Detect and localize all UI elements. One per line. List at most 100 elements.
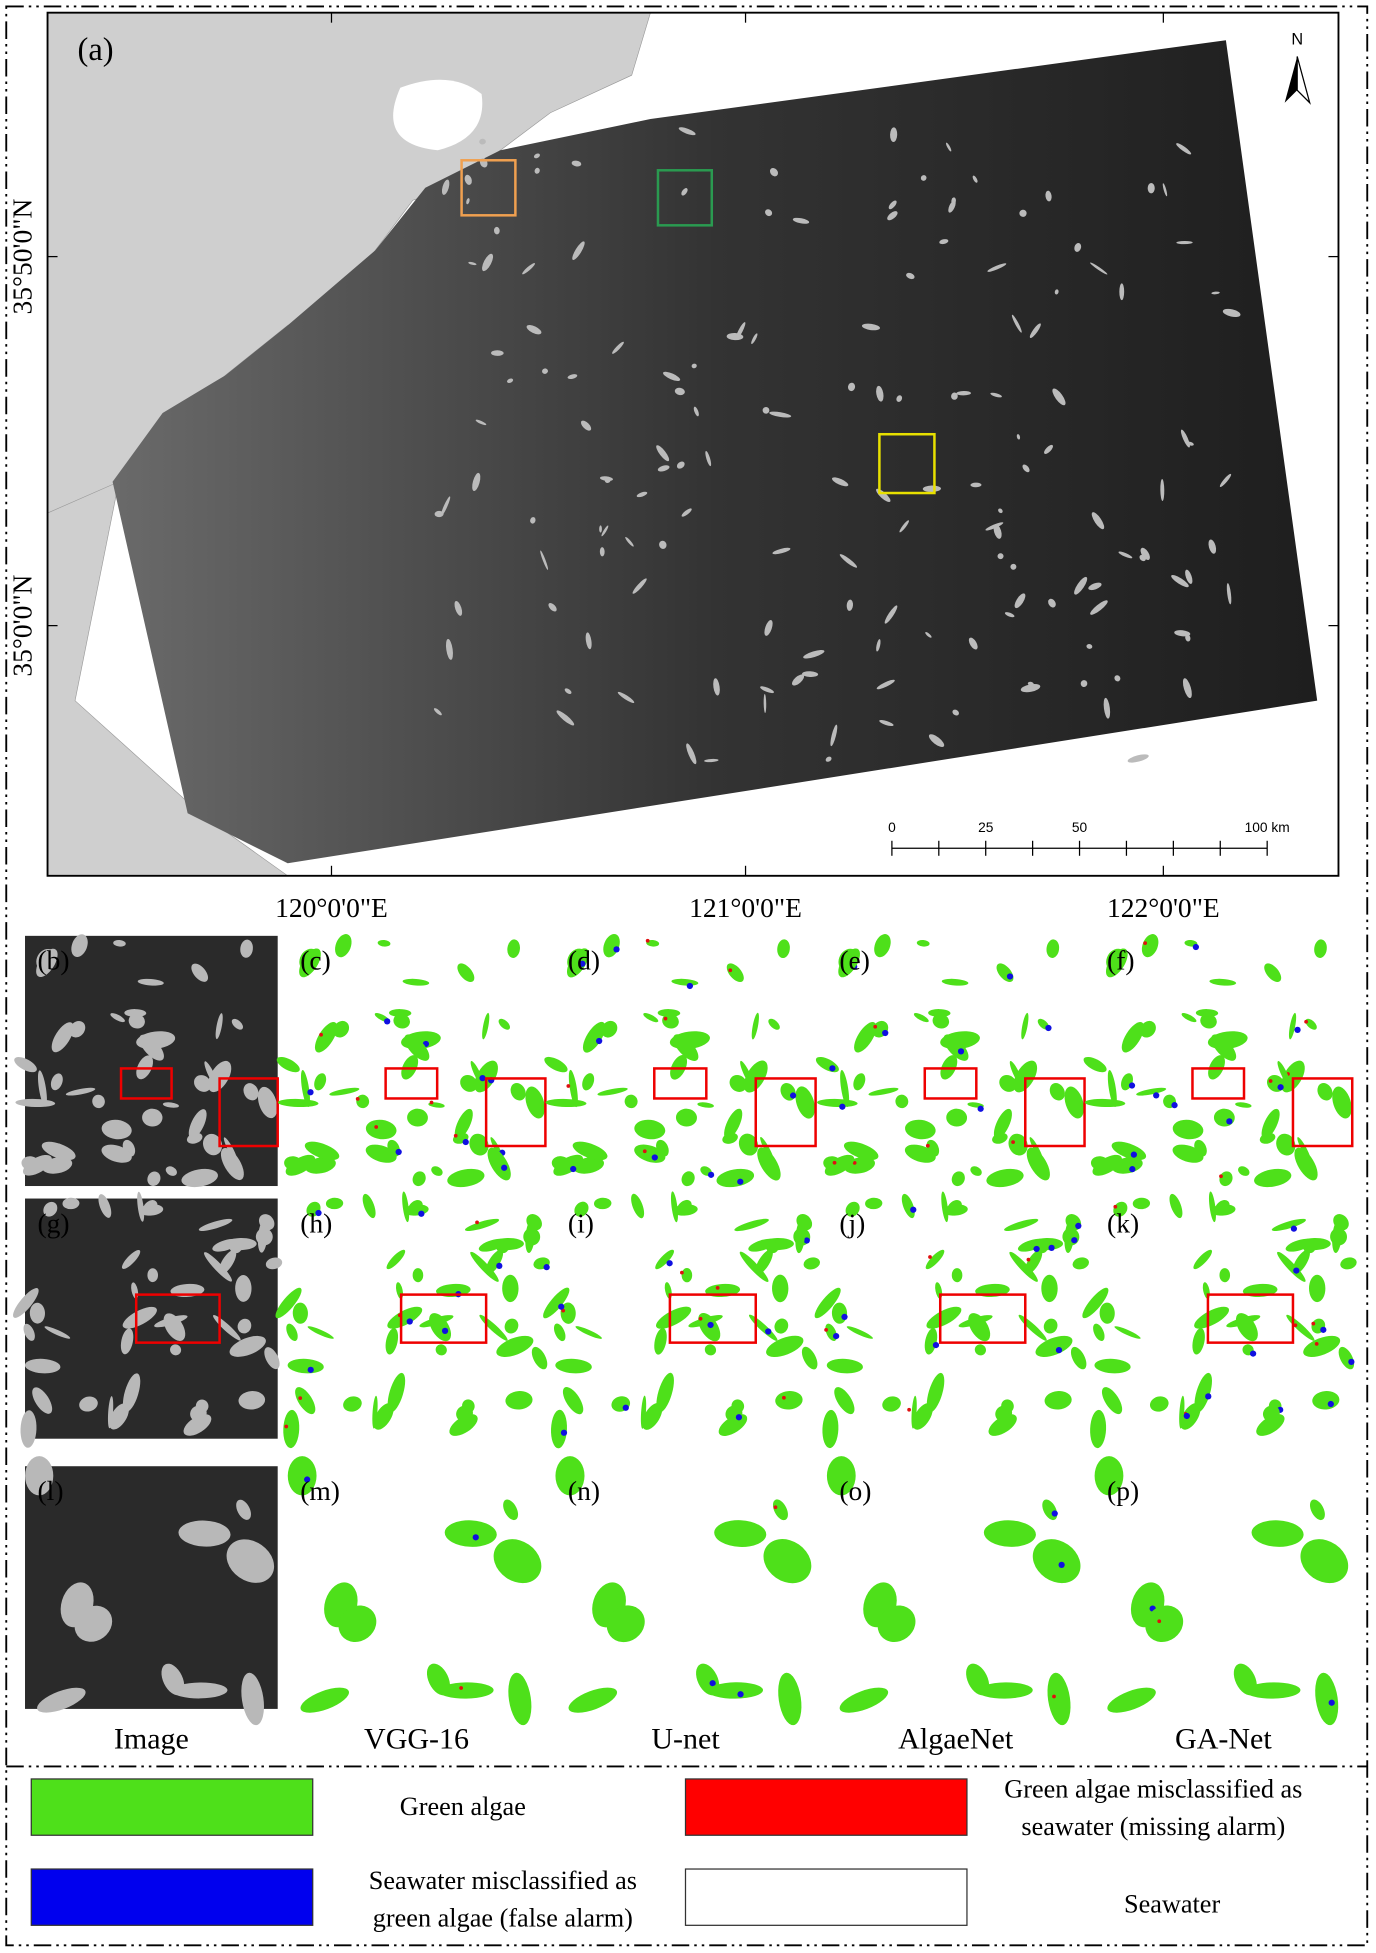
false-alarm	[418, 1210, 425, 1217]
scale-label: 25	[978, 820, 994, 835]
algae-patch	[482, 253, 494, 272]
algae-shape	[287, 1358, 324, 1374]
legend-swatch	[30, 1778, 314, 1836]
algae-shape	[240, 939, 253, 958]
algae-patch	[601, 525, 609, 537]
algae-shape	[1211, 1034, 1237, 1061]
algae-shape	[1136, 1087, 1167, 1096]
algae-shape	[640, 1395, 647, 1429]
algae-shape	[92, 1094, 105, 1109]
missing-alarm	[832, 1160, 837, 1165]
algae-shape	[307, 1326, 334, 1339]
algae-shape	[772, 1499, 788, 1521]
algae-patch	[970, 482, 982, 488]
algae-shape	[568, 1687, 618, 1713]
algae-patch	[691, 363, 697, 369]
algae-shape	[1261, 1108, 1280, 1139]
algae-shape	[412, 1268, 424, 1283]
false-alarm	[462, 1138, 469, 1146]
algae-patch	[454, 600, 463, 616]
sar-image	[112, 40, 1318, 864]
false-alarm	[686, 982, 694, 990]
algae-patch	[468, 261, 477, 266]
algae-patch	[1086, 644, 1093, 649]
algae-shape	[147, 1268, 158, 1283]
algae-shape	[913, 1013, 929, 1023]
algae-patch	[1114, 675, 1121, 682]
missing-alarm	[475, 1220, 479, 1225]
algae-shape	[1064, 1086, 1084, 1119]
algae-shape	[826, 1358, 863, 1374]
algae-shape	[904, 1144, 936, 1163]
algae-shape	[1035, 1335, 1073, 1357]
algae-patch	[993, 524, 1002, 539]
algae-shape	[1332, 1219, 1342, 1253]
false-alarm	[1226, 1118, 1233, 1125]
algae-patch	[825, 756, 832, 762]
algae-patch	[1118, 551, 1133, 559]
column-title: Image	[114, 1722, 189, 1755]
algae-shape	[186, 1132, 203, 1144]
missing-alarm	[824, 1327, 828, 1332]
algae-patch	[526, 324, 542, 335]
false-alarm	[304, 1476, 311, 1483]
algae-shape	[1072, 1257, 1089, 1270]
algae-shape	[295, 1387, 316, 1415]
algae-patch	[1226, 583, 1232, 605]
algae-shape	[113, 939, 126, 947]
false-alarm	[570, 1165, 577, 1173]
result-panel: (n)	[555, 1456, 816, 1726]
algae-patch	[1180, 429, 1190, 448]
algae-shape	[993, 1108, 1012, 1139]
panel-label: (p)	[1107, 1475, 1139, 1506]
algae-patch	[945, 142, 952, 152]
algae-patch	[636, 491, 648, 498]
algae-shape	[1276, 1133, 1296, 1156]
panel-label: (j)	[839, 1207, 865, 1238]
algae-patch	[888, 200, 897, 210]
algae-patch	[876, 385, 884, 402]
algae-patch	[656, 445, 670, 462]
algae-shape	[1009, 1060, 1024, 1088]
algae-patch	[884, 605, 898, 624]
algae-patch	[896, 395, 903, 402]
algae-shape	[1303, 1335, 1341, 1357]
algae-shape	[20, 1410, 37, 1448]
missing-alarm	[1219, 1174, 1223, 1179]
algae-shape	[325, 1197, 344, 1210]
algae-shape	[122, 1373, 141, 1412]
missing-alarm	[1113, 1204, 1118, 1209]
false-alarm	[666, 1260, 673, 1267]
algae-patch	[1171, 574, 1189, 588]
algae-shape	[23, 1323, 35, 1341]
algae-shape	[285, 1154, 316, 1176]
algae-shape	[905, 1119, 936, 1140]
algae-patch	[533, 153, 540, 159]
algae-shape	[226, 1539, 275, 1583]
algae-shape	[1021, 1012, 1029, 1040]
algae-shape	[101, 1119, 132, 1140]
algae-shape	[1083, 1056, 1107, 1073]
algae-patch	[1176, 240, 1193, 245]
algae-shape	[183, 1414, 212, 1436]
algae-shape	[204, 1252, 232, 1282]
algae-shape	[624, 1094, 638, 1109]
algae-patch	[1029, 323, 1041, 338]
algae-shape	[165, 1166, 177, 1176]
panel-label: (n)	[568, 1475, 600, 1506]
algae-shape	[845, 1201, 860, 1217]
algae-shape	[555, 1456, 585, 1496]
algae-patch	[802, 671, 819, 677]
algae-shape	[574, 1201, 589, 1217]
panel-background	[25, 1466, 278, 1709]
false-alarm	[1153, 1092, 1160, 1099]
algae-patch	[1016, 434, 1021, 440]
algae-shape	[387, 1372, 406, 1413]
false-alarm	[441, 1327, 449, 1335]
false-alarm	[596, 1037, 603, 1045]
algae-shape	[386, 1249, 406, 1270]
algae-patch	[472, 472, 481, 492]
result-panel: (d)	[544, 933, 817, 1188]
algae-patch	[681, 508, 692, 517]
false-alarm	[707, 1171, 715, 1178]
